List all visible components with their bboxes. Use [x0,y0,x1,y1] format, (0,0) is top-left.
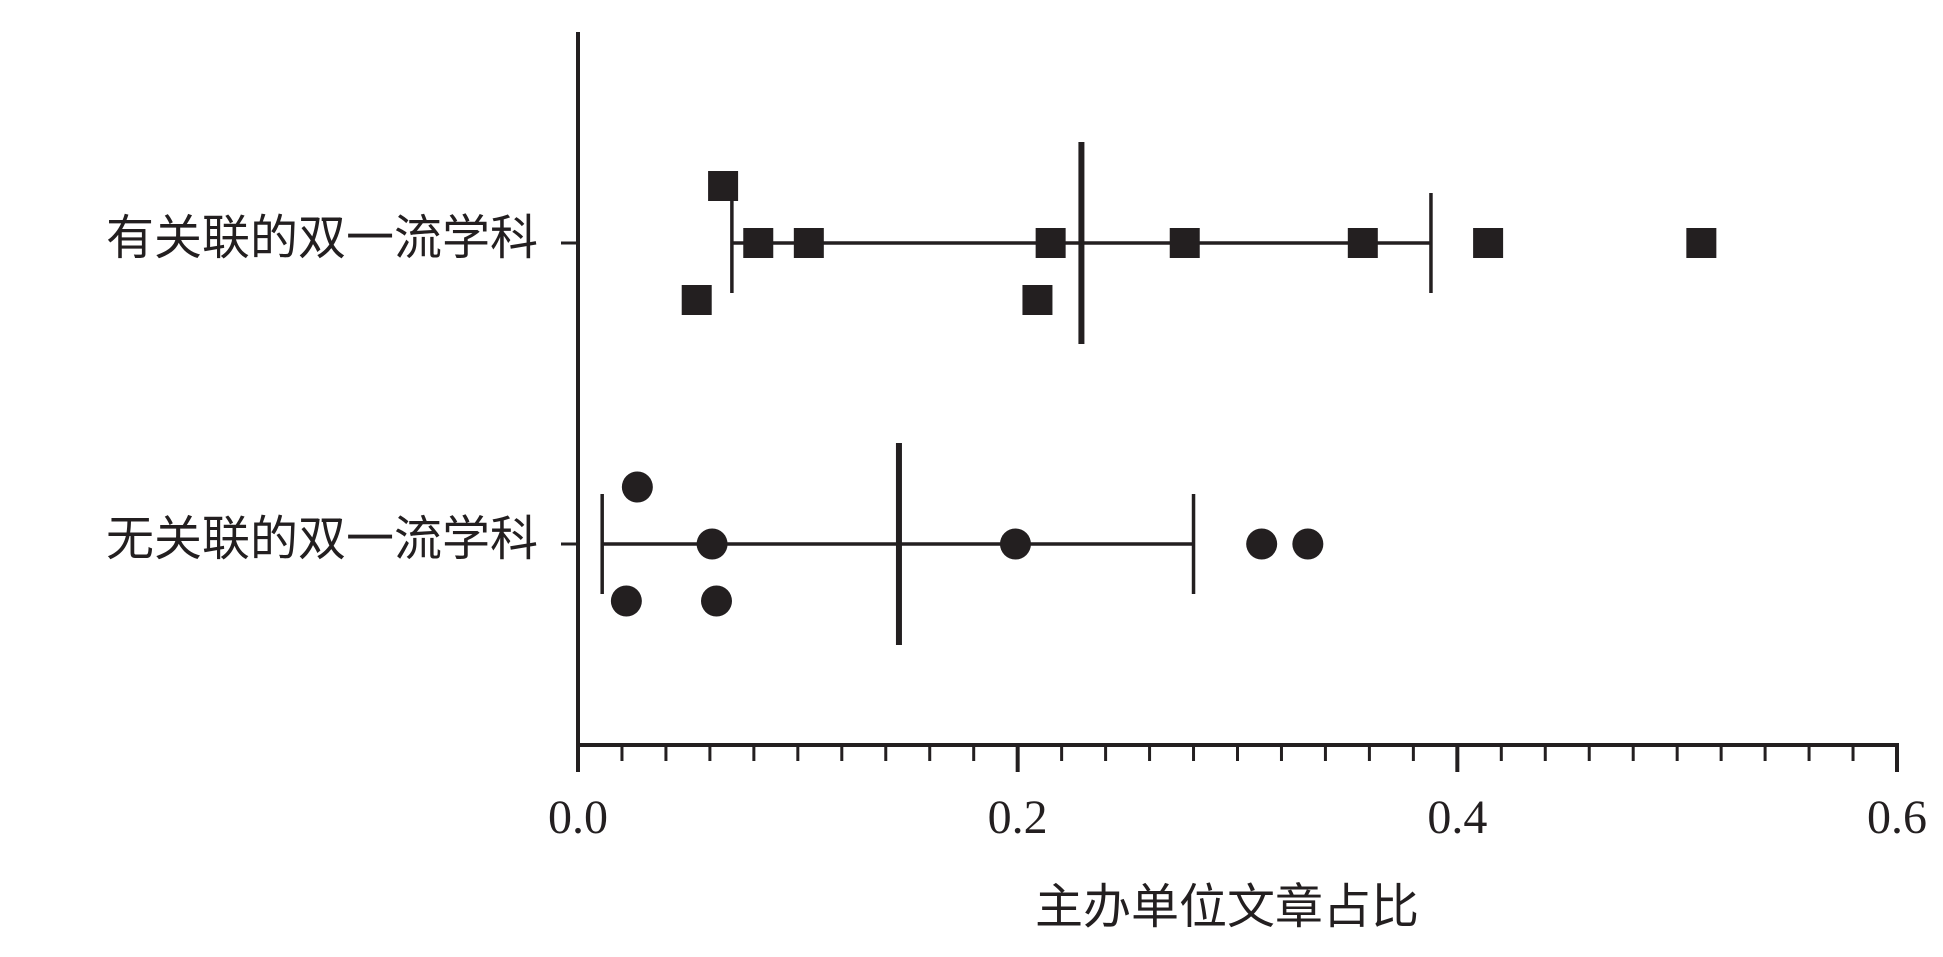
data-point [700,585,732,617]
data-point [1292,528,1324,560]
data-point [1347,228,1378,258]
data-point [1035,228,1066,258]
data-point [681,285,712,315]
data-point [1686,228,1717,258]
data-point [793,228,824,258]
data-point [708,171,739,201]
data-point [696,528,728,560]
data-point [999,528,1031,560]
data-point [1022,285,1053,315]
data-point [1473,228,1504,258]
x-tick-label: 0.2 [988,791,1048,844]
x-tick-label: 0.0 [548,791,608,844]
y-tick-label: 无关联的双一流学科 [106,513,538,566]
data-point [743,228,774,258]
data-point [610,585,642,617]
x-axis-title: 主办单位文章占比 [1035,881,1419,934]
y-tick-label: 有关联的双一流学科 [106,212,538,265]
data-point [621,471,653,503]
data-point [1246,528,1278,560]
x-tick-label: 0.4 [1427,791,1487,844]
data-point [1169,228,1200,258]
x-tick-label: 0.6 [1867,791,1927,844]
